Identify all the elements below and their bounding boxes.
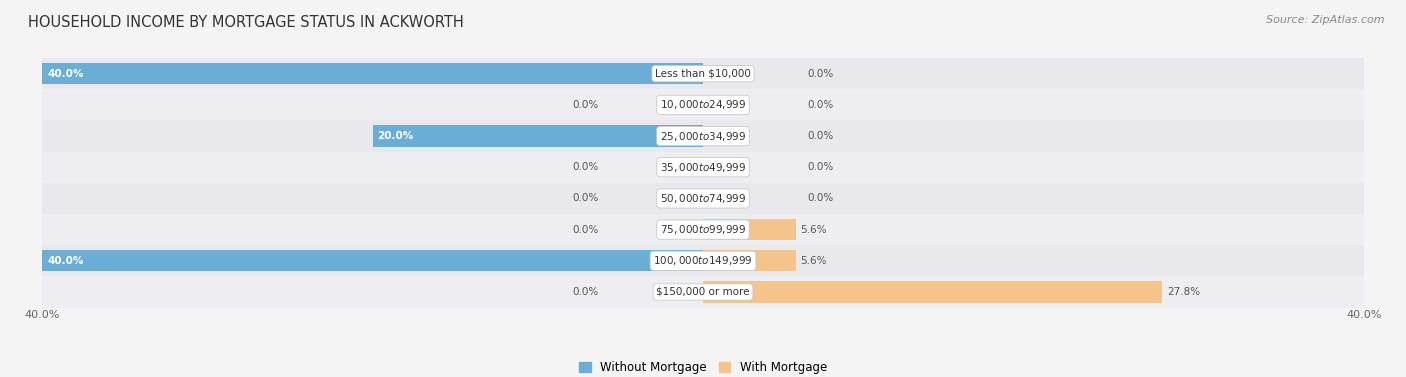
Text: 40.0%: 40.0% [48,256,83,266]
Text: 0.0%: 0.0% [572,193,599,204]
Bar [42,245,1364,276]
Bar [42,152,1364,183]
Text: 20.0%: 20.0% [378,131,413,141]
Bar [42,183,1364,214]
Text: 0.0%: 0.0% [807,69,834,79]
Text: 5.6%: 5.6% [800,256,827,266]
Text: Less than $10,000: Less than $10,000 [655,69,751,79]
Text: $25,000 to $34,999: $25,000 to $34,999 [659,130,747,143]
Bar [42,214,1364,245]
Text: $75,000 to $99,999: $75,000 to $99,999 [659,223,747,236]
Bar [42,276,1364,308]
Text: HOUSEHOLD INCOME BY MORTGAGE STATUS IN ACKWORTH: HOUSEHOLD INCOME BY MORTGAGE STATUS IN A… [28,15,464,30]
Text: $35,000 to $49,999: $35,000 to $49,999 [659,161,747,174]
Text: Source: ZipAtlas.com: Source: ZipAtlas.com [1267,15,1385,25]
Bar [42,250,703,271]
Text: $150,000 or more: $150,000 or more [657,287,749,297]
Bar [703,250,796,271]
Bar [373,126,703,147]
Text: 0.0%: 0.0% [807,162,834,172]
Text: $50,000 to $74,999: $50,000 to $74,999 [659,192,747,205]
Text: 0.0%: 0.0% [572,100,599,110]
Text: 27.8%: 27.8% [1167,287,1201,297]
Text: 40.0%: 40.0% [24,310,60,320]
Text: $10,000 to $24,999: $10,000 to $24,999 [659,98,747,111]
Text: 0.0%: 0.0% [807,100,834,110]
Bar [42,58,1364,89]
Bar [703,281,1163,303]
Bar [42,89,1364,121]
Text: 0.0%: 0.0% [807,193,834,204]
Legend: Without Mortgage, With Mortgage: Without Mortgage, With Mortgage [579,361,827,374]
Text: 40.0%: 40.0% [1346,310,1382,320]
Bar [42,63,703,84]
Bar [42,121,1364,152]
Text: 40.0%: 40.0% [48,69,83,79]
Text: 0.0%: 0.0% [572,287,599,297]
Text: 0.0%: 0.0% [572,225,599,234]
Text: 0.0%: 0.0% [807,131,834,141]
Text: $100,000 to $149,999: $100,000 to $149,999 [654,254,752,267]
Bar [703,219,796,240]
Text: 0.0%: 0.0% [572,162,599,172]
Text: 5.6%: 5.6% [800,225,827,234]
